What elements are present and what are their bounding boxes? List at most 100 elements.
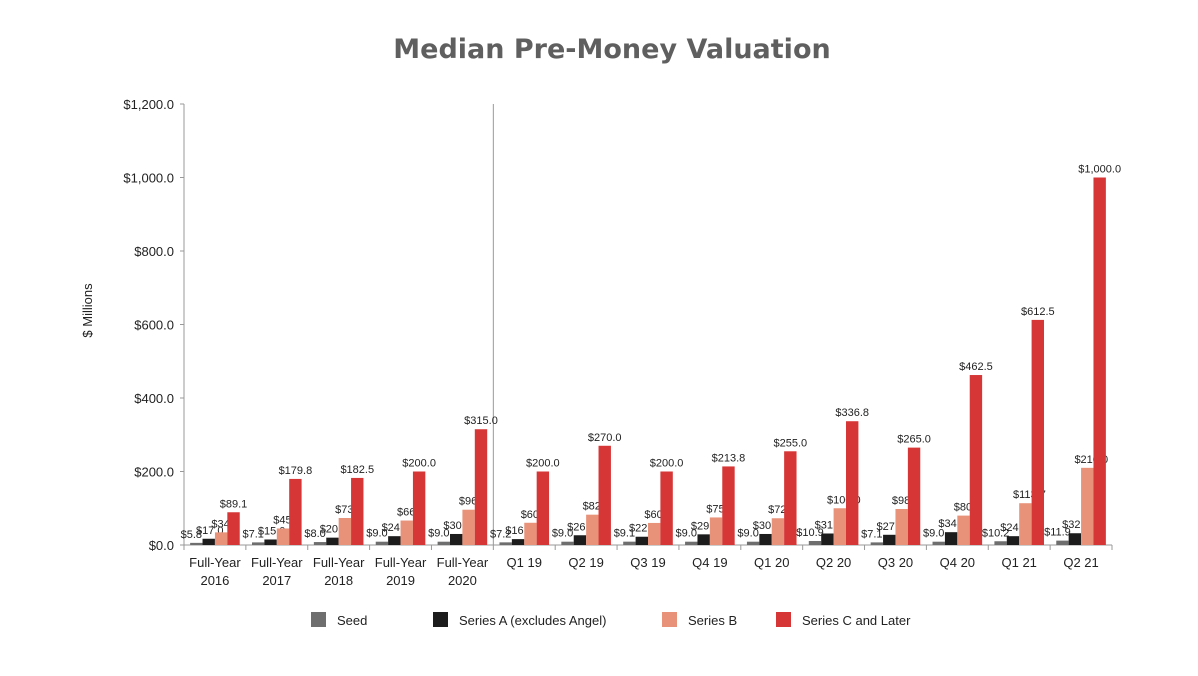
x-tick-label: 2016 (200, 573, 229, 588)
legend-swatch (433, 612, 448, 627)
bar-0-10 (808, 540, 822, 545)
bar-2-6 (586, 514, 599, 545)
bar-0-0 (190, 542, 203, 545)
bar-2-11 (895, 508, 908, 545)
legend-label: Series A (excludes Angel) (459, 613, 606, 628)
bar-1-13 (1006, 536, 1020, 545)
data-label: $10.9 (796, 527, 824, 539)
bar-3-13 (1031, 319, 1044, 545)
bar-0-11 (870, 542, 884, 545)
x-tick-label: Q4 19 (692, 555, 727, 570)
bar-2-1 (276, 528, 290, 545)
data-label: $89.1 (220, 498, 248, 510)
bar-3-4 (474, 429, 488, 545)
bar-2-7 (648, 522, 661, 545)
bar-0-12 (932, 541, 945, 545)
data-label: $1,000.0 (1078, 164, 1121, 176)
legend-swatch (776, 612, 791, 627)
bar-0-5 (499, 542, 512, 545)
x-tick-label: 2017 (262, 573, 291, 588)
x-tick-label: Full-Year (313, 555, 365, 570)
data-label: $9.0 (737, 528, 758, 540)
y-tick-label: $1,000.0 (123, 171, 174, 186)
data-label: $11.9 (1044, 527, 1071, 539)
bar-3-12 (969, 375, 983, 545)
x-tick-label: Full-Year (189, 555, 241, 570)
x-tick-label: Full-Year (375, 555, 427, 570)
bar-3-5 (536, 471, 550, 545)
data-label: $336.8 (835, 407, 869, 419)
bar-2-13 (1019, 503, 1032, 545)
bar-1-3 (388, 536, 401, 545)
bar-3-14 (1093, 177, 1106, 545)
bar-3-8 (722, 466, 735, 545)
legend-label: Series C and Later (802, 613, 911, 628)
data-label: $7.1 (242, 528, 263, 540)
bar-1-7 (635, 536, 648, 545)
chart-title: Median Pre-Money Valuation (393, 34, 831, 65)
data-label: $200.0 (402, 458, 436, 470)
bar-1-10 (821, 533, 834, 545)
bar-1-9 (759, 533, 772, 545)
data-label: $213.8 (712, 452, 746, 464)
data-label: $5.8 (181, 529, 202, 541)
data-label: $9.0 (366, 528, 387, 540)
bar-2-4 (462, 509, 475, 545)
data-label: $80.0 (954, 502, 982, 514)
data-label: $182.5 (340, 464, 374, 476)
x-tick-label: 2018 (324, 573, 353, 588)
bar-1-4 (450, 533, 463, 545)
bar-3-0 (227, 512, 240, 545)
bar-1-6 (573, 535, 587, 545)
bar-1-5 (511, 539, 525, 545)
y-tick-label: $1,200.0 (123, 97, 174, 112)
bar-0-14 (1056, 540, 1069, 545)
y-tick-label: $200.0 (134, 465, 174, 480)
bar-0-7 (623, 541, 636, 545)
data-label: $179.8 (279, 465, 313, 477)
bar-1-12 (944, 532, 958, 545)
data-label: $10.2 (982, 527, 1010, 539)
bar-0-9 (746, 541, 760, 545)
x-tick-label: Q1 20 (754, 555, 789, 570)
bar-2-14 (1081, 467, 1094, 545)
x-tick-label: Q2 21 (1063, 555, 1098, 570)
x-tick-label: 2020 (448, 573, 477, 588)
y-tick-label: $600.0 (134, 318, 174, 333)
bar-2-0 (214, 532, 228, 545)
bar-3-1 (289, 478, 302, 545)
bar-2-12 (957, 515, 970, 545)
bar-0-4 (437, 541, 450, 545)
legend-label: Series B (688, 613, 737, 628)
x-tick-label: Q1 19 (507, 555, 542, 570)
data-label: $612.5 (1021, 306, 1055, 318)
x-tick-label: Full-Year (251, 555, 303, 570)
bar-1-11 (883, 534, 896, 545)
bar-2-9 (771, 518, 785, 545)
bar-1-8 (697, 534, 710, 545)
bar-1-0 (202, 538, 215, 545)
bar-2-2 (338, 517, 352, 545)
bar-3-6 (598, 445, 611, 545)
data-label: $7.1 (861, 528, 882, 540)
data-label: $200.0 (526, 458, 560, 470)
data-label: $200.0 (650, 458, 684, 470)
data-label: $462.5 (959, 361, 993, 373)
data-label: $270.0 (588, 432, 622, 444)
bar-1-14 (1068, 533, 1082, 545)
y-tick-label: $400.0 (134, 391, 174, 406)
bar-2-3 (400, 520, 413, 545)
bar-1-2 (326, 537, 339, 545)
legend-swatch (662, 612, 677, 627)
bar-2-8 (709, 517, 723, 545)
data-label: $9.0 (676, 528, 697, 540)
bar-0-2 (313, 542, 327, 545)
x-tick-label: Q2 19 (568, 555, 603, 570)
y-tick-label: $0.0 (149, 538, 174, 553)
bar-2-5 (524, 522, 537, 545)
data-label: $9.0 (923, 528, 944, 540)
bar-2-10 (833, 508, 846, 545)
data-label: $8.0 (304, 528, 325, 540)
bar-0-6 (561, 541, 574, 545)
